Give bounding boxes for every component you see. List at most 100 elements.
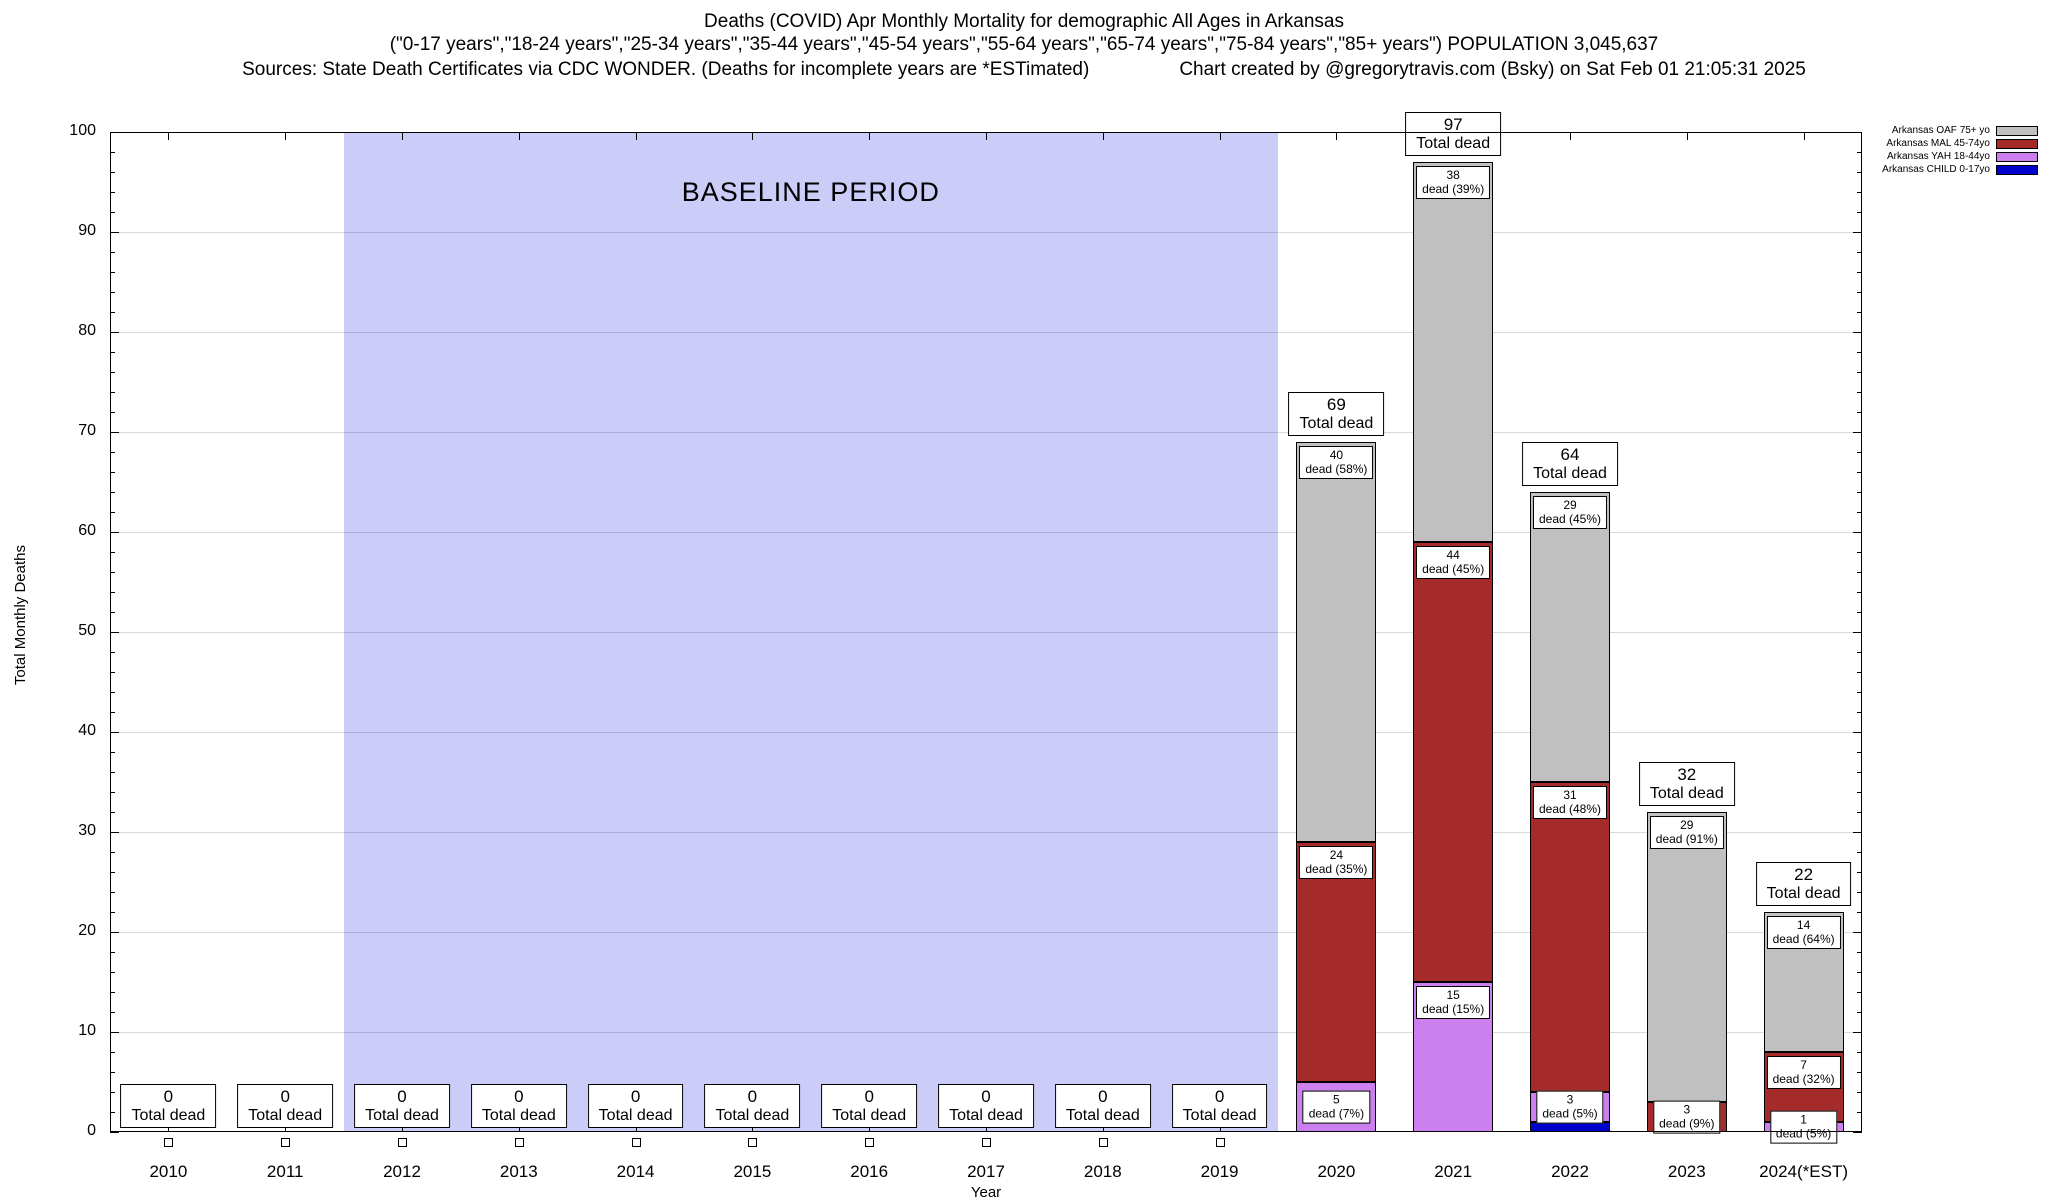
- title-line-1: Deaths (COVID) Apr Monthly Mortality for…: [704, 11, 1344, 32]
- title-credit: Chart created by @gregorytravis.com (Bsk…: [1179, 59, 1806, 80]
- year-label: 2014: [616, 1162, 655, 1181]
- y-tick-minor: [110, 272, 115, 273]
- legend: Arkansas OAF 75+ yo Arkansas MAL 45-74yo A…: [1882, 126, 2038, 175]
- bar-segment: [1530, 782, 1610, 1092]
- zero-marker: [865, 1138, 875, 1147]
- title-line-2: ("0-17 years","18-24 years","25-34 years…: [389, 34, 1659, 55]
- zero-marker: [398, 1138, 407, 1147]
- y-tick-minor: [1857, 852, 1862, 853]
- y-tick-minor: [1857, 552, 1862, 553]
- y-tick-minor: [1857, 412, 1862, 413]
- y-tick-minor: [110, 992, 115, 993]
- baseline-label: BASELINE PERIOD: [681, 177, 940, 207]
- y-tick-minor: [110, 312, 115, 313]
- y-tick-minor: [110, 712, 115, 713]
- y-tick-label: 0: [87, 1122, 96, 1139]
- y-tick-major: [110, 632, 119, 633]
- y-tick-label: 20: [78, 922, 96, 939]
- y-tick-minor: [110, 572, 115, 573]
- y-tick-minor: [110, 212, 115, 213]
- year-label: 2011: [266, 1162, 304, 1181]
- y-tick-minor: [110, 352, 115, 353]
- y-tick-minor: [110, 672, 115, 673]
- legend-item: Arkansas YAH 18-44yo: [1887, 152, 2038, 162]
- y-tick-minor: [110, 172, 115, 173]
- x-tick: [635, 132, 637, 140]
- x-tick: [869, 1124, 871, 1132]
- y-tick-minor: [1857, 1012, 1862, 1013]
- y-tick-minor: [1857, 452, 1862, 453]
- x-tick: [1219, 1124, 1221, 1132]
- bar-segment: [1296, 442, 1377, 842]
- y-tick-minor: [1857, 592, 1862, 593]
- y-tick-major: [110, 532, 119, 533]
- y-tick-major: [1853, 332, 1862, 333]
- y-tick-major: [1853, 1032, 1862, 1033]
- x-tick: [752, 1124, 754, 1132]
- y-tick-minor: [110, 772, 115, 773]
- y-tick-major: [1853, 432, 1862, 433]
- year-label: 2015: [733, 1162, 772, 1181]
- y-tick-minor: [1857, 812, 1862, 813]
- y-tick-minor: [110, 412, 115, 413]
- y-tick-minor: [1857, 772, 1862, 773]
- total-dead-box: 0 Total dead: [354, 1084, 450, 1128]
- total-dead-box: 0 Total dead: [821, 1084, 918, 1128]
- y-tick-major: [1853, 532, 1862, 533]
- y-tick-label: 80: [78, 322, 96, 339]
- x-tick: [1102, 132, 1104, 140]
- y-tick-minor: [1857, 912, 1862, 913]
- y-tick-minor: [110, 972, 115, 973]
- x-tick: [869, 132, 871, 140]
- y-tick-minor: [110, 292, 115, 293]
- y-tick-minor: [110, 1092, 115, 1093]
- legend-swatch: [1996, 152, 2038, 162]
- legend-swatch: [1996, 165, 2038, 175]
- y-tick-major: [1853, 832, 1862, 833]
- y-tick-minor: [1857, 1112, 1862, 1113]
- y-tick-minor: [110, 252, 115, 253]
- x-tick: [285, 132, 287, 140]
- y-tick-minor: [110, 752, 115, 753]
- y-tick-minor: [110, 792, 115, 793]
- y-tick-minor: [1857, 392, 1862, 393]
- y-tick-minor: [110, 1112, 115, 1113]
- year-label: 2023: [1667, 1162, 1706, 1181]
- y-tick-minor: [1857, 672, 1862, 673]
- y-tick-minor: [1857, 492, 1862, 493]
- year-label: 2012: [383, 1162, 421, 1181]
- y-tick-minor: [1857, 712, 1862, 713]
- y-tick-minor: [110, 152, 115, 153]
- y-tick-minor: [1857, 212, 1862, 213]
- x-tick: [1219, 132, 1221, 140]
- y-tick-minor: [110, 1052, 115, 1053]
- x-tick: [635, 1124, 637, 1132]
- y-tick-minor: [110, 552, 115, 553]
- legend-item: Arkansas MAL 45-74yo: [1886, 139, 2038, 149]
- y-tick-minor: [1857, 972, 1862, 973]
- x-tick: [1102, 1124, 1104, 1132]
- y-tick-major: [110, 332, 119, 333]
- y-tick-minor: [110, 852, 115, 853]
- x-tick: [1570, 132, 1571, 140]
- y-tick-minor: [1857, 372, 1862, 373]
- year-label: 2024(*EST): [1759, 1162, 1849, 1181]
- y-tick-minor: [1857, 612, 1862, 613]
- gridline: [110, 1032, 1862, 1033]
- y-tick-minor: [1857, 992, 1862, 993]
- total-dead-box: 0 Total dead: [237, 1084, 334, 1128]
- y-tick-minor: [110, 812, 115, 813]
- y-tick-label: 10: [78, 1022, 96, 1039]
- year-label: 2020: [1317, 1162, 1356, 1181]
- y-tick-label: 60: [78, 522, 96, 539]
- y-tick-major: [1853, 732, 1862, 733]
- y-tick-minor: [1857, 152, 1862, 153]
- year-label: 2010: [149, 1162, 188, 1181]
- zero-marker: [281, 1138, 291, 1147]
- x-tick: [752, 132, 754, 140]
- y-tick-minor: [110, 652, 115, 653]
- y-tick-minor: [1857, 352, 1862, 353]
- y-tick-major: [110, 932, 119, 933]
- zero-marker: [748, 1138, 758, 1147]
